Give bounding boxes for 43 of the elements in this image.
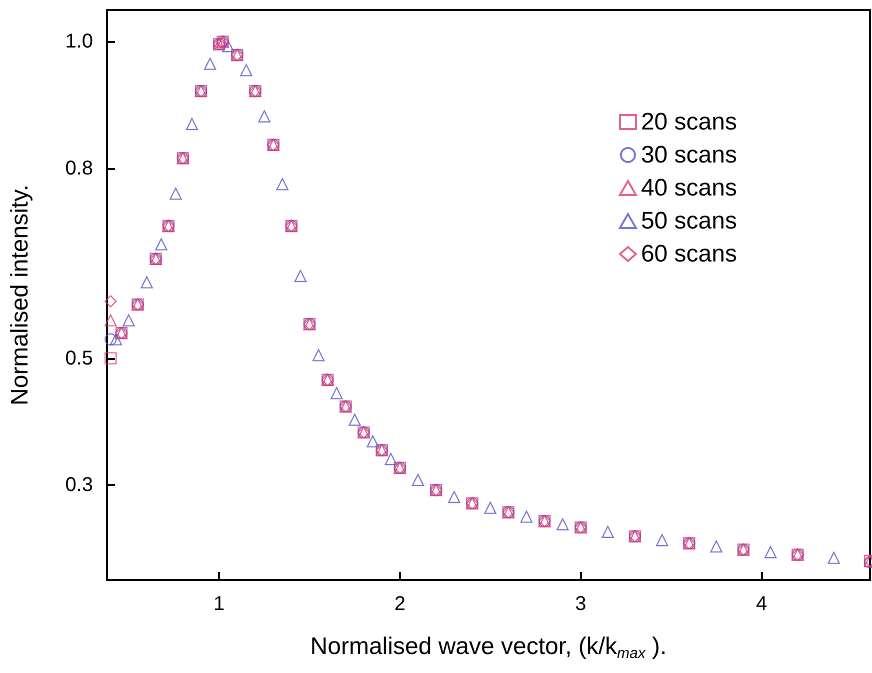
x-tick-label: 2	[394, 593, 406, 615]
legend-label: 40 scans	[640, 174, 738, 202]
point	[656, 534, 668, 546]
point	[710, 540, 722, 553]
y-tick-label: 0.3	[65, 474, 93, 496]
point	[484, 502, 496, 514]
point	[110, 333, 122, 346]
point	[104, 295, 117, 308]
point	[186, 118, 198, 130]
point	[140, 276, 153, 288]
point	[764, 546, 777, 558]
point	[448, 490, 460, 504]
legend-label: 20 scans	[640, 108, 738, 136]
legend-label: 60 scans	[640, 240, 738, 268]
point	[602, 526, 614, 538]
point	[258, 110, 270, 122]
point	[170, 188, 182, 200]
point	[330, 387, 343, 400]
point	[828, 552, 840, 564]
point	[104, 352, 117, 364]
x-tick-label: 4	[756, 593, 768, 615]
point	[556, 518, 569, 530]
point	[412, 474, 424, 486]
point	[204, 58, 216, 70]
y-tick-label: 0.8	[65, 157, 93, 180]
x-tick-label: 1	[214, 593, 225, 615]
x-tick-label: 3	[575, 593, 586, 615]
point	[384, 452, 397, 466]
y-tick-label: 1.0	[65, 30, 93, 53]
point	[276, 178, 288, 190]
point	[366, 435, 379, 448]
point	[520, 510, 533, 523]
point	[240, 64, 252, 76]
y-axis-title: Normalised intensity.	[6, 184, 34, 406]
point	[122, 314, 135, 326]
point	[348, 414, 361, 426]
point	[294, 270, 307, 282]
point	[155, 238, 168, 250]
point	[312, 349, 325, 362]
point	[222, 40, 234, 52]
legend-label: 50 scans	[640, 208, 738, 234]
y-tick-label: 0.5	[65, 347, 93, 370]
legend-label: 30 scans	[640, 142, 738, 168]
